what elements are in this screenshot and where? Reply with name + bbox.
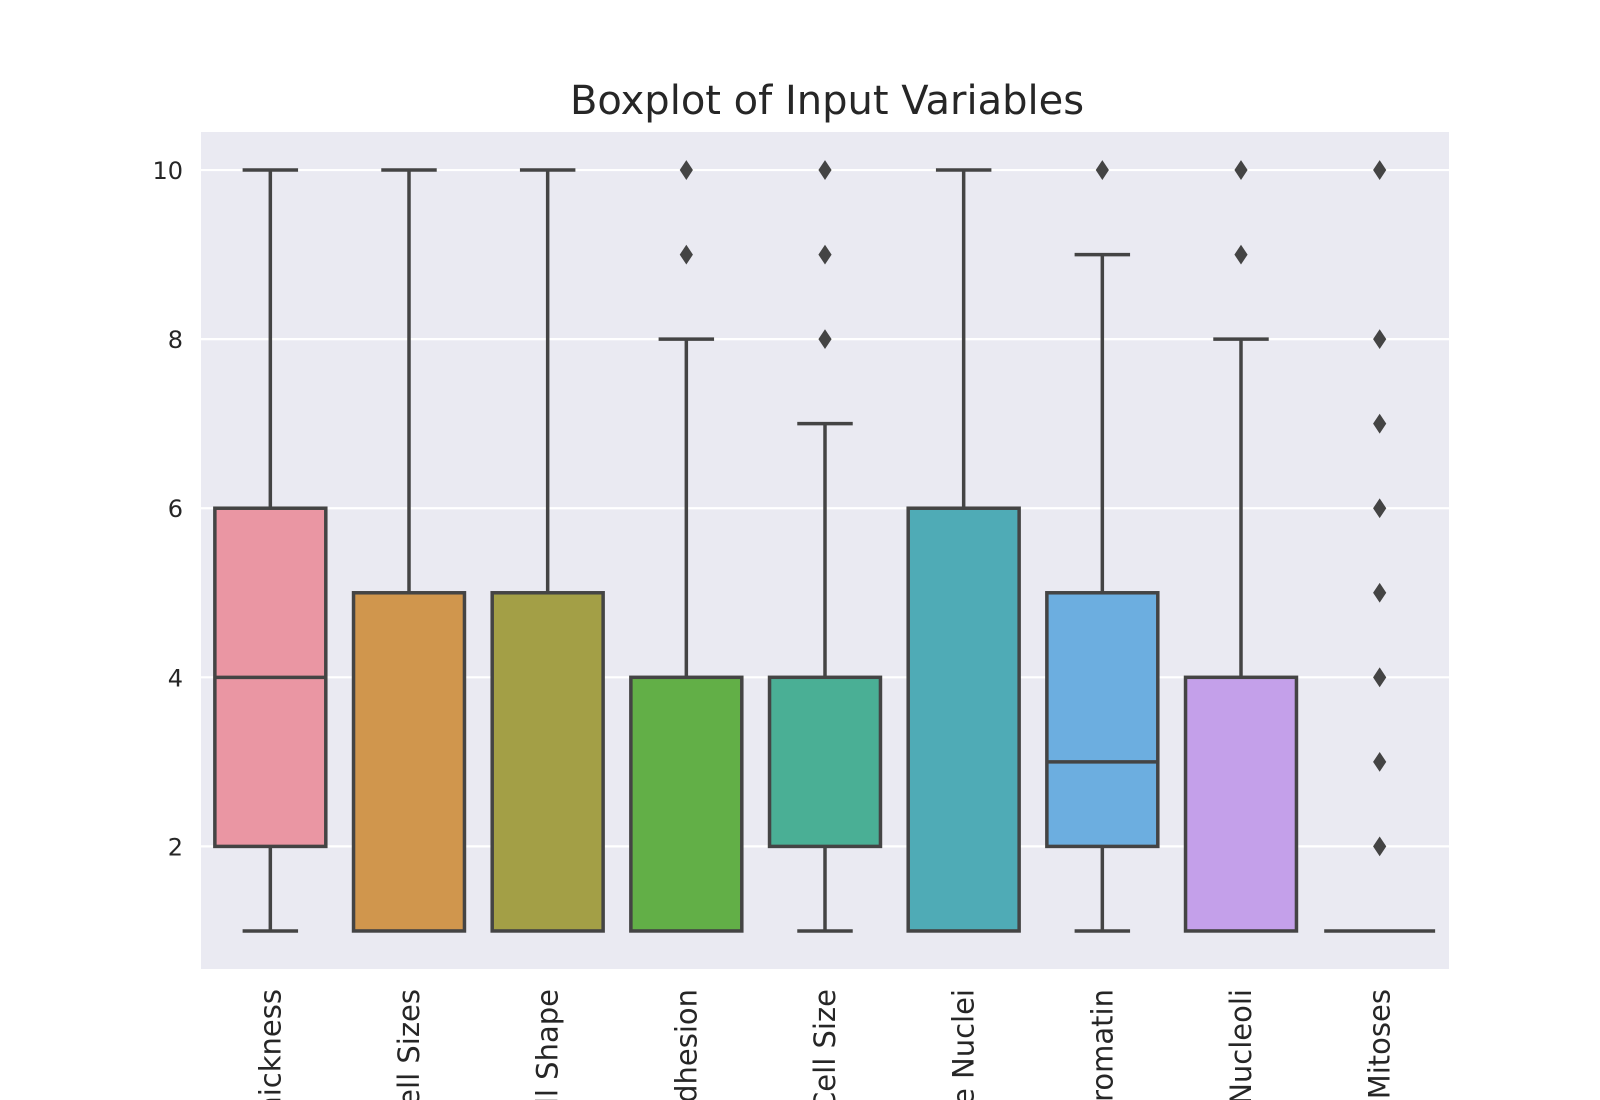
box-body	[351, 591, 467, 933]
outlier-point	[1373, 498, 1387, 519]
x-tick-label: Cell Size	[808, 989, 842, 1100]
outlier-point	[1234, 160, 1248, 180]
outlier-point	[1234, 244, 1248, 265]
outlier-point	[818, 244, 832, 265]
box-group	[767, 160, 883, 933]
outlier-point	[1373, 160, 1387, 180]
y-tick-label: 6	[168, 495, 183, 523]
box-group	[351, 168, 467, 933]
outlier-point	[1373, 751, 1387, 772]
x-tick-label: hromatin	[1085, 989, 1119, 1100]
box-group	[629, 160, 744, 933]
box-body	[1045, 591, 1160, 849]
x-tick-label: ell Sizes	[392, 989, 426, 1100]
outlier-point	[1373, 582, 1387, 603]
y-tick-label: 4	[168, 664, 183, 692]
outlier-point	[1373, 836, 1387, 857]
box-body	[629, 675, 744, 933]
box-group	[1045, 160, 1160, 933]
outlier-point	[1095, 160, 1109, 180]
outlier-point	[1373, 329, 1387, 350]
y-tick-label: 8	[168, 326, 183, 354]
box-group	[490, 168, 605, 933]
box-body	[767, 675, 883, 849]
box-body	[1183, 675, 1299, 933]
outlier-point	[818, 329, 832, 350]
x-tick-label: Nucleoli	[1224, 989, 1258, 1100]
x-tick-label: ll Shape	[531, 989, 565, 1100]
box-group	[1183, 160, 1299, 933]
box-group	[213, 168, 328, 933]
x-tick-label: e Nuclei	[947, 989, 981, 1100]
y-tick-label: 2	[168, 833, 183, 861]
box-group	[1324, 160, 1436, 933]
outlier-point	[818, 160, 832, 180]
chart-title: Boxplot of Input Variables	[570, 78, 1084, 124]
outlier-point	[679, 160, 693, 180]
x-tick-label: dhesion	[669, 989, 703, 1100]
outlier-point	[679, 244, 693, 265]
y-tick-label: 10	[152, 157, 183, 185]
outlier-point	[1373, 667, 1387, 688]
box-body	[906, 506, 1021, 933]
box-group	[906, 168, 1021, 933]
box-body	[490, 591, 605, 933]
outlier-point	[1373, 413, 1387, 434]
x-tick-label: Mitoses	[1363, 989, 1397, 1099]
x-tick-label: hickness	[253, 989, 287, 1100]
